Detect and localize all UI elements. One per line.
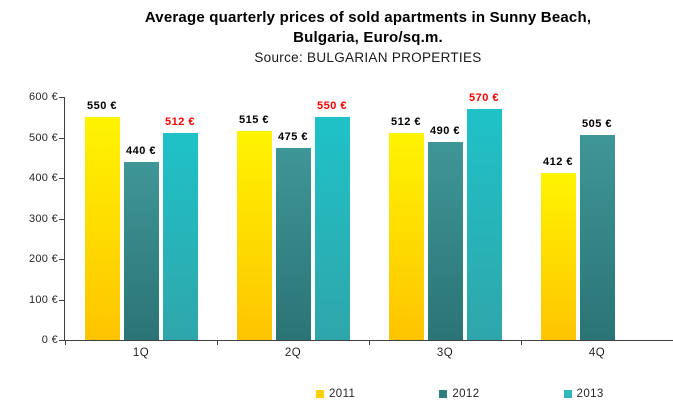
- bar-value-label-2012-1Q: 440 €: [125, 144, 157, 157]
- y-axis-tick-label: 400 €: [28, 172, 58, 184]
- legend-swatch-2012: [439, 390, 448, 398]
- bar-2011-1Q: [84, 117, 120, 340]
- legend-item-2012: 2012: [439, 388, 479, 400]
- bar-2012-4Q: [579, 135, 615, 340]
- y-axis-tick-label: 0 €: [41, 334, 58, 346]
- y-axis-tick-label: 100 €: [28, 293, 58, 306]
- y-axis-tick: [59, 259, 64, 260]
- bar-value-label-2013-1Q: 512 €: [164, 115, 196, 128]
- legend: 2011 2012 2013: [316, 388, 604, 400]
- legend-label-2011: 2011: [329, 388, 356, 400]
- bar-2011-4Q: [540, 173, 576, 340]
- chart-title-line1: Average quarterly prices of sold apartme…: [144, 9, 592, 26]
- y-axis-tick-label: 600 €: [28, 91, 58, 103]
- bar-value-label-2013-2Q: 550 €: [316, 100, 348, 113]
- legend-label-2013: 2013: [576, 388, 604, 400]
- bar-2012-3Q: [427, 141, 463, 340]
- bar-value-label-2013-3Q: 570 €: [468, 92, 500, 105]
- x-axis-tick: [217, 341, 218, 345]
- bar-2011-2Q: [236, 131, 272, 340]
- x-axis-category-label-3Q: 3Q: [436, 347, 454, 359]
- bar-2013-3Q: [466, 109, 502, 340]
- y-axis-tick: [59, 218, 64, 220]
- y-axis-tick-label: 500 €: [28, 131, 58, 144]
- chart-subtitle: Source: BULGARIAN PROPERTIES: [254, 50, 482, 65]
- bar-2013-1Q: [162, 132, 198, 340]
- legend-label-2012: 2012: [452, 388, 480, 400]
- bar-2012-2Q: [275, 147, 311, 340]
- legend-swatch-2011: [316, 390, 324, 398]
- bar-value-label-2011-4Q: 412 €: [542, 156, 574, 169]
- bar-2013-2Q: [314, 117, 350, 340]
- bar-value-label-2011-1Q: 550 €: [86, 100, 118, 113]
- y-axis-tick: [59, 299, 64, 301]
- y-axis-tick-label: 200 €: [28, 253, 58, 265]
- bar-value-label-2011-2Q: 515 €: [238, 114, 270, 127]
- bar-value-label-2012-3Q: 490 €: [429, 124, 461, 137]
- legend-item-2011: 2011: [316, 388, 355, 400]
- bar-2012-1Q: [123, 161, 159, 340]
- bar-value-label-2011-3Q: 512 €: [390, 115, 422, 128]
- y-axis-line: [64, 97, 65, 341]
- x-axis-tick: [65, 341, 66, 345]
- bar-value-label-2012-2Q: 475 €: [277, 130, 309, 143]
- x-axis-category-label-1Q: 1Q: [132, 347, 150, 359]
- chart-title: Average quarterly prices of sold apartme…: [65, 8, 671, 48]
- y-axis-tick: [59, 178, 64, 179]
- x-axis-category-label-2Q: 2Q: [284, 347, 302, 359]
- y-axis-tick: [59, 97, 64, 98]
- legend-swatch-2013: [563, 390, 572, 398]
- chart-title-line2: Bulgaria, Euro/sq.m.: [293, 29, 443, 46]
- y-axis-tick-label: 300 €: [28, 212, 58, 225]
- y-axis-tick: [59, 340, 64, 341]
- bar-value-label-2012-4Q: 505 €: [581, 118, 613, 131]
- bar-2011-3Q: [388, 132, 424, 340]
- x-axis-tick: [369, 341, 370, 345]
- y-axis-tick: [59, 137, 64, 139]
- x-axis-category-label-4Q: 4Q: [588, 347, 606, 359]
- legend-item-2013: 2013: [563, 388, 604, 400]
- x-axis-line: [64, 340, 673, 341]
- x-axis-tick: [521, 341, 522, 345]
